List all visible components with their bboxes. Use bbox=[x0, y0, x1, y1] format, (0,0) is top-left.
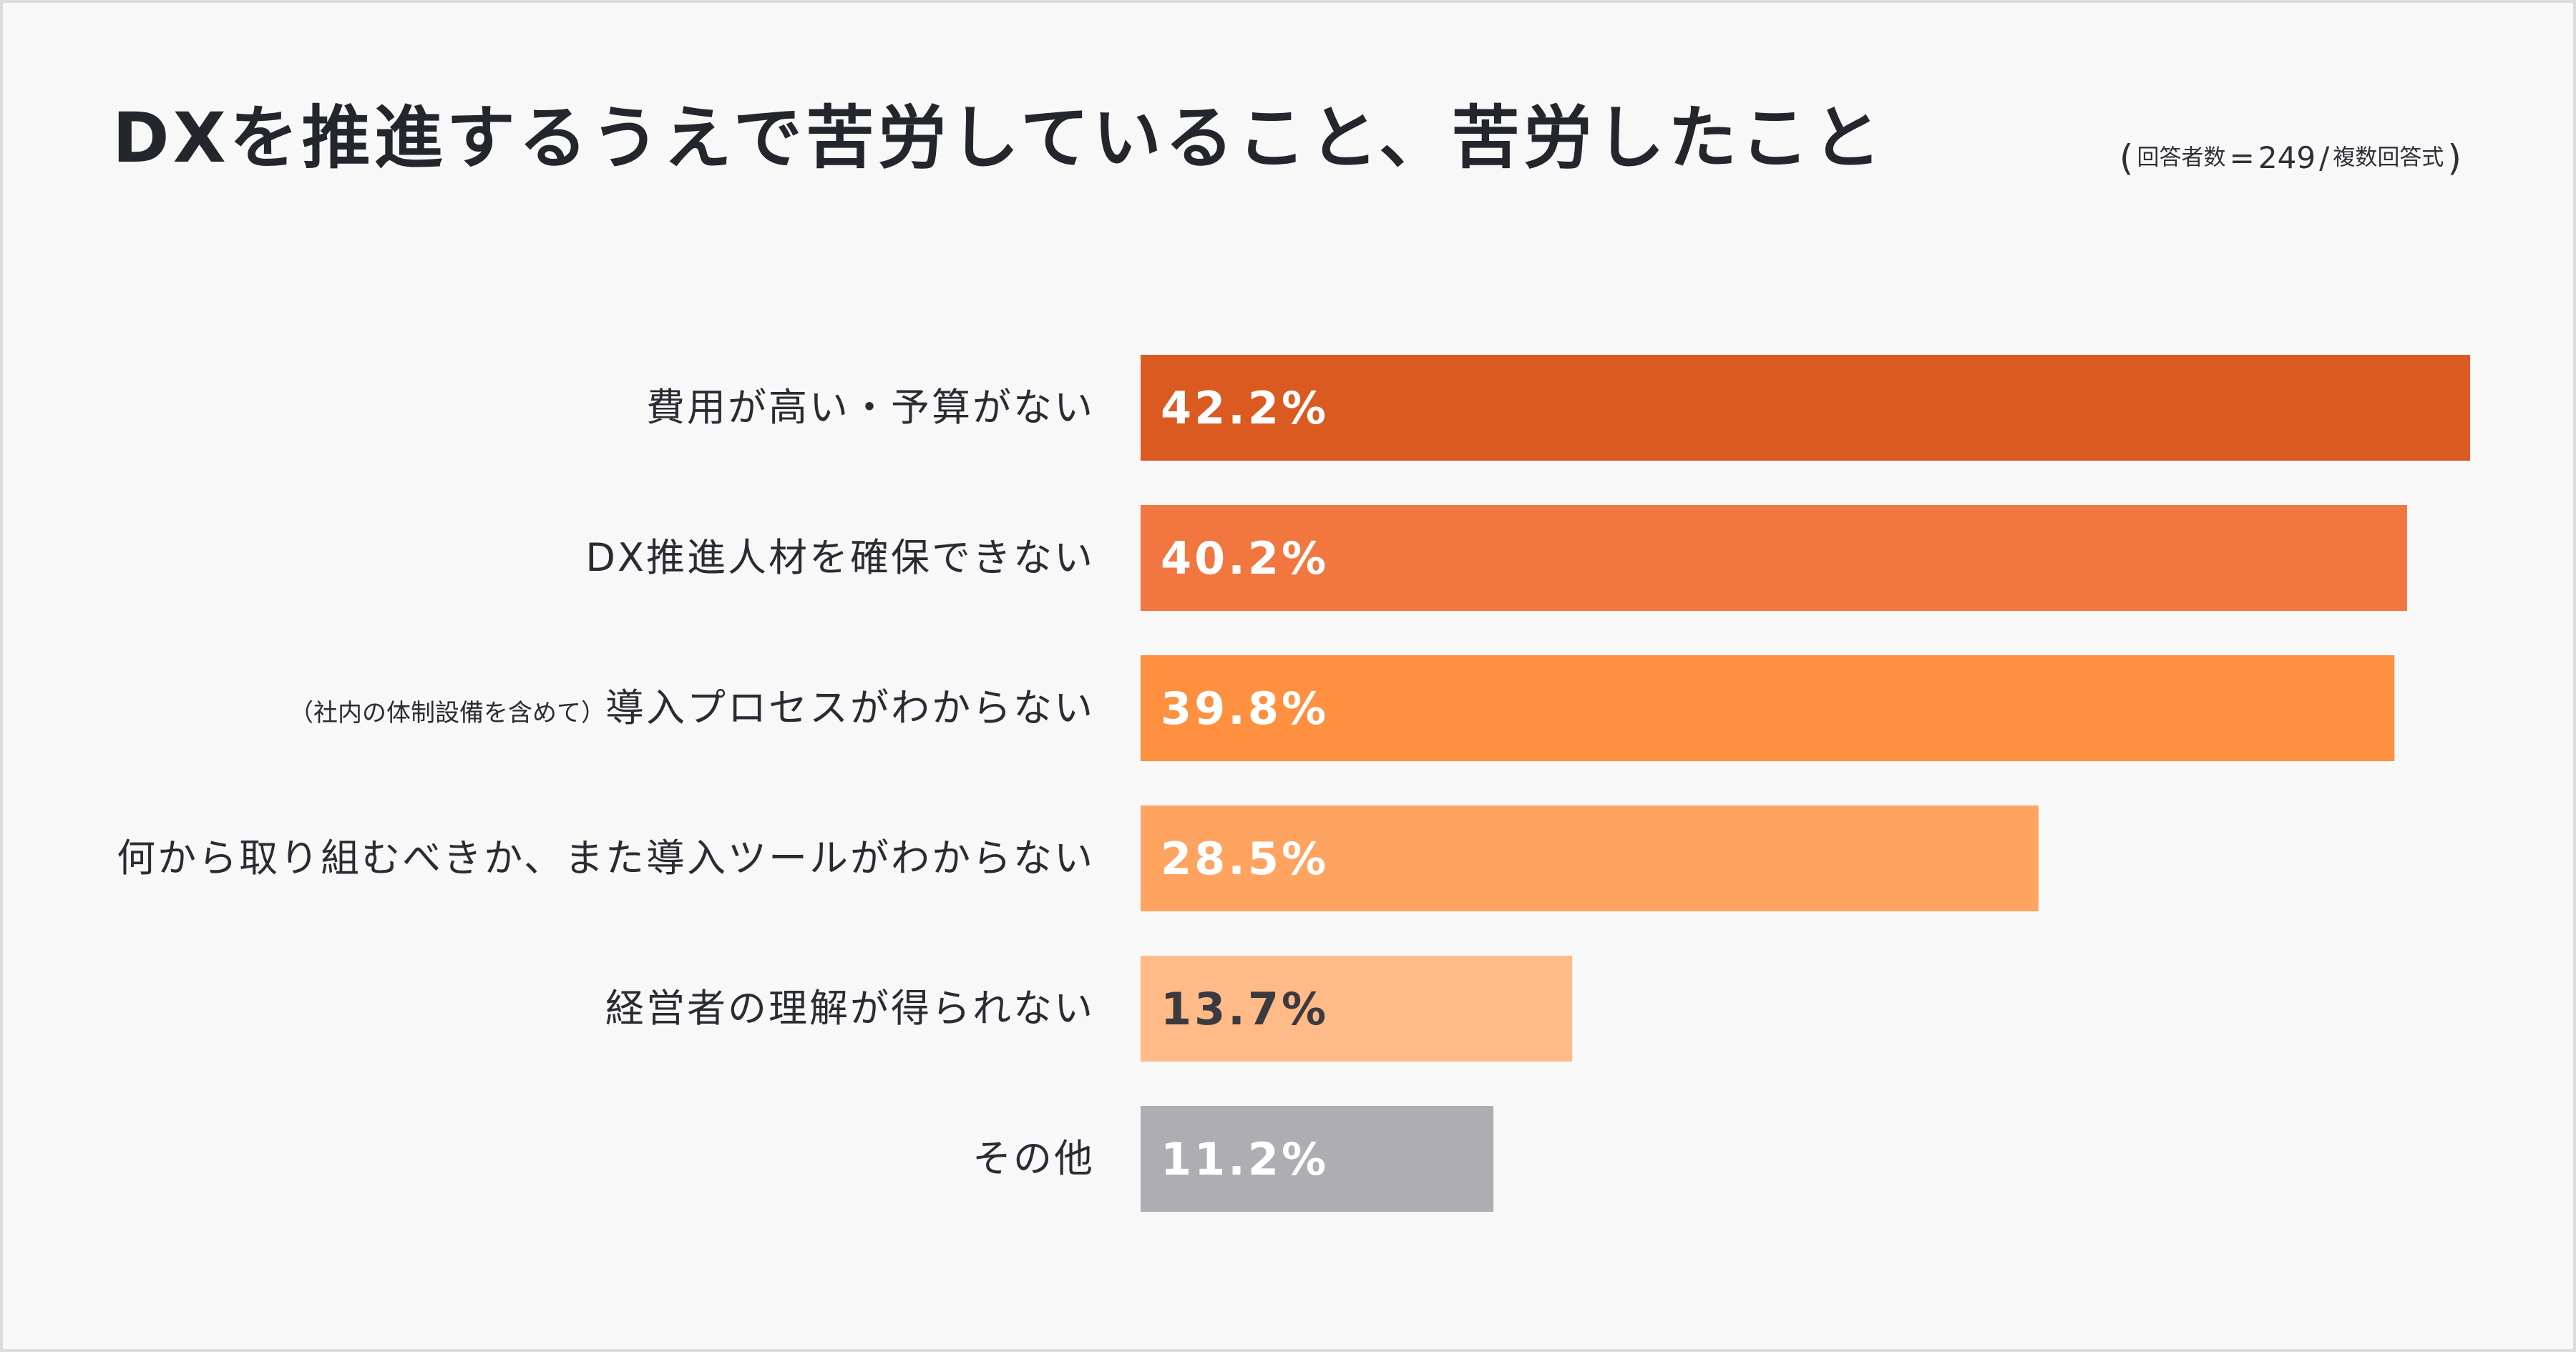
note-open-paren: ( bbox=[2119, 137, 2134, 179]
category-label-6: その他 bbox=[972, 1136, 1095, 1181]
category-text-4: 何から取り組むべきか、また導入ツールがわからない bbox=[117, 836, 1095, 881]
bar-3 bbox=[1141, 655, 2395, 761]
category-text-6: その他 bbox=[972, 1136, 1095, 1181]
note-respondents-label: 回答者数 bbox=[2137, 144, 2226, 171]
category-prefix-3: （社内の体制設備を含めて） bbox=[289, 699, 605, 728]
category-text-1: 費用が高い・予算がない bbox=[646, 385, 1095, 430]
category-text-3: 導入プロセスがわからない bbox=[605, 685, 1095, 730]
bar-1 bbox=[1141, 355, 2470, 461]
category-label-1: 費用が高い・予算がない bbox=[646, 385, 1095, 430]
category-label-4: 何から取り組むべきか、また導入ツールがわからない bbox=[117, 836, 1095, 881]
value-label-2: 40.2% bbox=[1161, 532, 1329, 584]
note-answer-type: 複数回答式 bbox=[2333, 144, 2444, 171]
note-close-paren: ) bbox=[2447, 137, 2462, 179]
value-label-3: 39.8% bbox=[1161, 682, 1329, 735]
note-count: 249 bbox=[2258, 140, 2316, 175]
category-label-5: 経営者の理解が得られない bbox=[605, 986, 1095, 1031]
category-label-3: （社内の体制設備を含めて）導入プロセスがわからない bbox=[289, 685, 1095, 730]
chart-title: DXを推進するうえで苦労していること、苦労したこと bbox=[112, 98, 1885, 178]
category-text-2: DX推進人材を確保できない bbox=[585, 535, 1095, 580]
respondent-note: ( 回答者数 = 249 / 複数回答式 ) bbox=[2119, 140, 2462, 176]
bar-6 bbox=[1141, 1106, 1494, 1212]
value-label-1: 42.2% bbox=[1161, 382, 1329, 434]
category-text-5: 経営者の理解が得られない bbox=[605, 986, 1095, 1031]
bar-2 bbox=[1141, 505, 2407, 611]
value-label-6: 11.2% bbox=[1161, 1133, 1329, 1185]
note-equals: = bbox=[2229, 140, 2255, 175]
note-slash: / bbox=[2319, 140, 2330, 175]
bar-4 bbox=[1141, 805, 2039, 911]
value-label-4: 28.5% bbox=[1161, 833, 1329, 885]
category-label-2: DX推進人材を確保できない bbox=[585, 535, 1095, 580]
bar-5 bbox=[1141, 956, 1573, 1062]
value-label-5: 13.7% bbox=[1161, 983, 1329, 1035]
